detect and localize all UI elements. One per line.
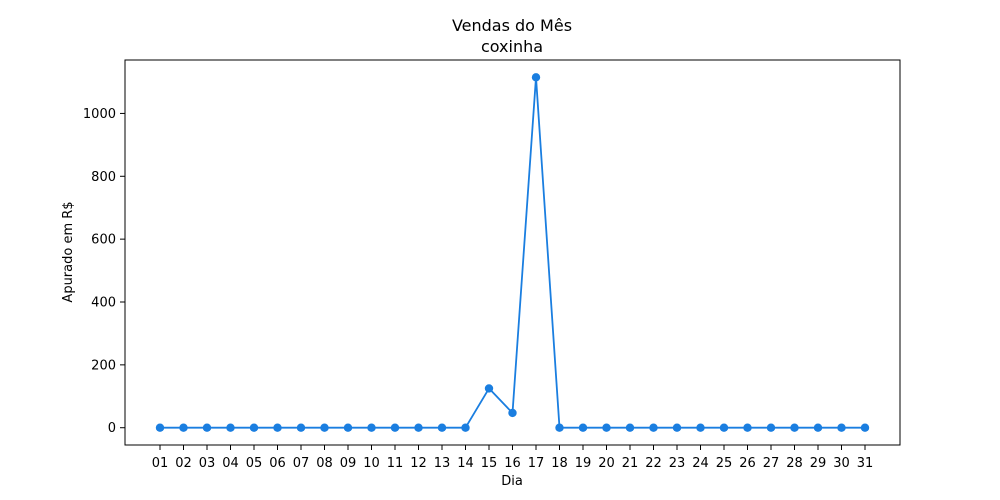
y-tick-label: 800 <box>91 170 116 185</box>
x-tick-label: 01 <box>152 456 169 471</box>
x-tick-label: 12 <box>410 456 427 471</box>
x-tick-label: 23 <box>669 456 686 471</box>
data-point-03 <box>202 423 212 432</box>
y-tick-label: 200 <box>91 358 116 373</box>
data-point-02 <box>179 423 188 432</box>
data-point-10 <box>367 423 376 432</box>
data-point-16 <box>508 408 517 418</box>
data-point-17 <box>531 73 541 82</box>
x-tick-label: 27 <box>763 456 780 471</box>
x-tick-label: 25 <box>716 456 733 471</box>
data-point-14 <box>461 423 470 432</box>
data-point-18 <box>555 423 564 432</box>
data-point-23 <box>672 423 682 432</box>
x-tick-label: 19 <box>575 456 592 471</box>
x-axis: 01 02 03 04 05 06 07 08 09 10 11 12 13 14 15 16 17 18 19 20… <box>152 445 874 471</box>
data-point-05 <box>249 423 259 432</box>
series-line <box>160 76 865 429</box>
data-point-20 <box>602 423 611 432</box>
x-tick-label: 16 <box>504 456 521 471</box>
x-tick-label: 04 <box>222 456 239 471</box>
data-point-12 <box>414 423 423 432</box>
data-point-01 <box>155 423 165 432</box>
data-point-26 <box>743 423 752 432</box>
data-point-31 <box>860 423 870 432</box>
x-tick-label: 29 <box>810 456 827 471</box>
x-tick-label: 20 <box>598 456 615 471</box>
x-tick-label: 24 <box>692 456 709 471</box>
x-tick-label: 03 <box>199 456 216 471</box>
y-tick-label: 0 <box>108 421 116 436</box>
x-axis-label: Dia <box>501 474 523 489</box>
x-tick-label: 08 <box>316 456 333 471</box>
x-tick-label: 06 <box>269 456 286 471</box>
data-point-30 <box>837 423 846 432</box>
x-tick-label: 31 <box>857 456 874 471</box>
x-tick-label: 28 <box>786 456 803 471</box>
y-axis-label: Apurado em R$ <box>61 201 76 302</box>
y-tick-label: 600 <box>91 233 116 248</box>
x-tick-label: 18 <box>551 456 568 471</box>
y-tick-label: 1000 <box>83 107 116 122</box>
data-point-28 <box>790 423 799 432</box>
data-point-21 <box>625 423 635 432</box>
data-point-04 <box>226 423 235 432</box>
x-tick-label: 02 <box>175 456 192 471</box>
data-point-29 <box>813 423 823 432</box>
chart-subtitle: coxinha <box>481 37 543 56</box>
x-tick-label: 22 <box>645 456 662 471</box>
x-tick-label: 17 <box>528 456 545 471</box>
x-tick-label: 21 <box>622 456 639 471</box>
x-tick-label: 11 <box>387 456 404 471</box>
data-point-27 <box>766 423 776 432</box>
data-point-08 <box>320 423 329 432</box>
data-point-24 <box>696 423 705 432</box>
data-point-15 <box>484 384 494 393</box>
x-tick-label: 10 <box>363 456 380 471</box>
x-tick-label: 26 <box>739 456 756 471</box>
x-tick-label: 15 <box>481 456 498 471</box>
series-layer <box>155 73 870 432</box>
y-axis: 0 200 400 600 800 1000 <box>83 107 125 436</box>
plot-area-frame <box>124 59 901 446</box>
x-tick-label: 14 <box>457 456 474 471</box>
data-point-06 <box>273 423 282 432</box>
y-tick-label: 400 <box>91 296 116 311</box>
data-point-11 <box>390 423 400 432</box>
data-point-22 <box>649 423 658 432</box>
data-point-13 <box>437 423 447 432</box>
data-point-25 <box>719 423 729 432</box>
x-tick-label: 07 <box>293 456 310 471</box>
data-point-19 <box>578 423 588 432</box>
x-tick-label: 05 <box>246 456 263 471</box>
chart-title: Vendas do Mês <box>452 16 572 35</box>
x-tick-label: 13 <box>434 456 451 471</box>
data-point-07 <box>296 423 306 432</box>
data-point-09 <box>343 423 353 432</box>
x-tick-label: 09 <box>340 456 357 471</box>
x-tick-label: 30 <box>833 456 850 471</box>
